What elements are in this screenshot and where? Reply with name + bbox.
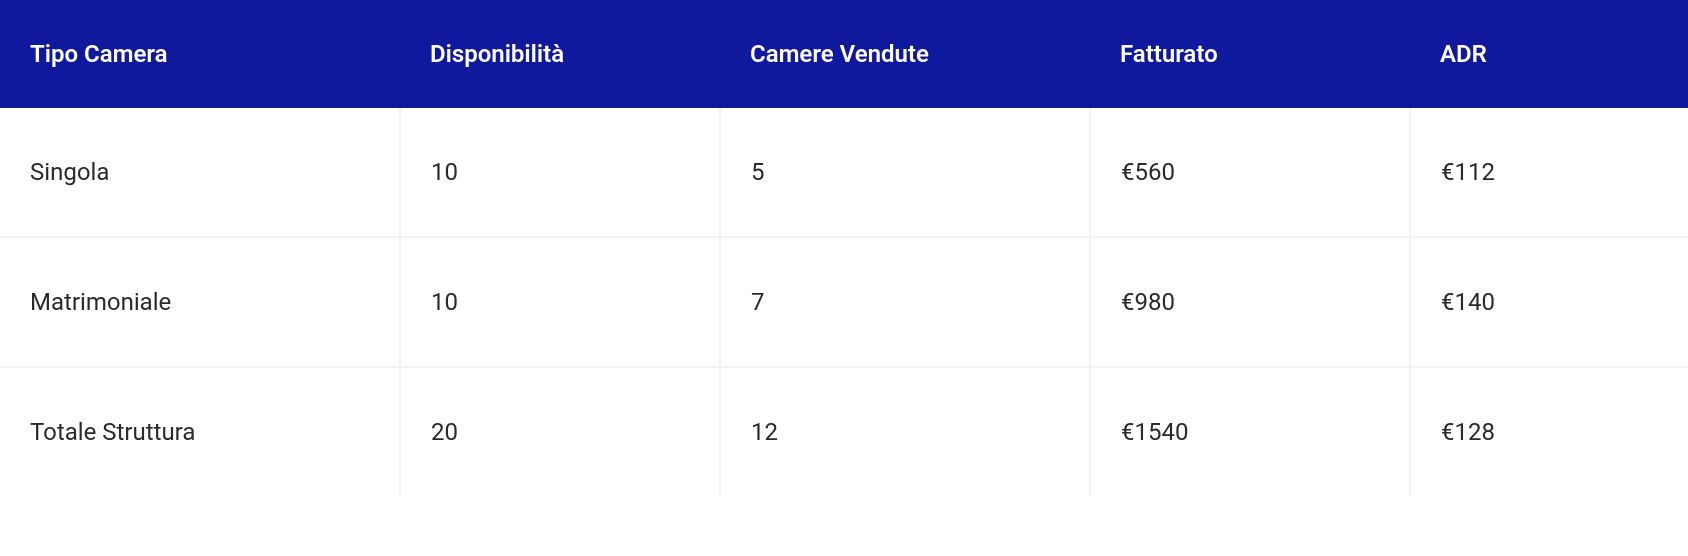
cell-tipo-camera: Totale Struttura xyxy=(0,367,400,496)
table-row: Totale Struttura 20 12 €1540 €128 xyxy=(0,367,1688,496)
cell-camere-vendute: 5 xyxy=(720,108,1090,237)
cell-fatturato: €560 xyxy=(1090,108,1410,237)
room-stats-table: Tipo Camera Disponibilità Camere Vendute… xyxy=(0,0,1688,496)
cell-disponibilita: 10 xyxy=(400,237,720,367)
col-header-adr: ADR xyxy=(1410,0,1688,108)
cell-adr: €112 xyxy=(1410,108,1688,237)
cell-fatturato: €980 xyxy=(1090,237,1410,367)
cell-camere-vendute: 12 xyxy=(720,367,1090,496)
table-row: Singola 10 5 €560 €112 xyxy=(0,108,1688,237)
cell-disponibilita: 10 xyxy=(400,108,720,237)
cell-disponibilita: 20 xyxy=(400,367,720,496)
col-header-fatturato: Fatturato xyxy=(1090,0,1410,108)
table-header-row: Tipo Camera Disponibilità Camere Vendute… xyxy=(0,0,1688,108)
cell-fatturato: €1540 xyxy=(1090,367,1410,496)
cell-adr: €140 xyxy=(1410,237,1688,367)
table-row: Matrimoniale 10 7 €980 €140 xyxy=(0,237,1688,367)
col-header-camere-vendute: Camere Vendute xyxy=(720,0,1090,108)
col-header-tipo-camera: Tipo Camera xyxy=(0,0,400,108)
cell-tipo-camera: Singola xyxy=(0,108,400,237)
cell-adr: €128 xyxy=(1410,367,1688,496)
cell-tipo-camera: Matrimoniale xyxy=(0,237,400,367)
col-header-disponibilita: Disponibilità xyxy=(400,0,720,108)
cell-camere-vendute: 7 xyxy=(720,237,1090,367)
